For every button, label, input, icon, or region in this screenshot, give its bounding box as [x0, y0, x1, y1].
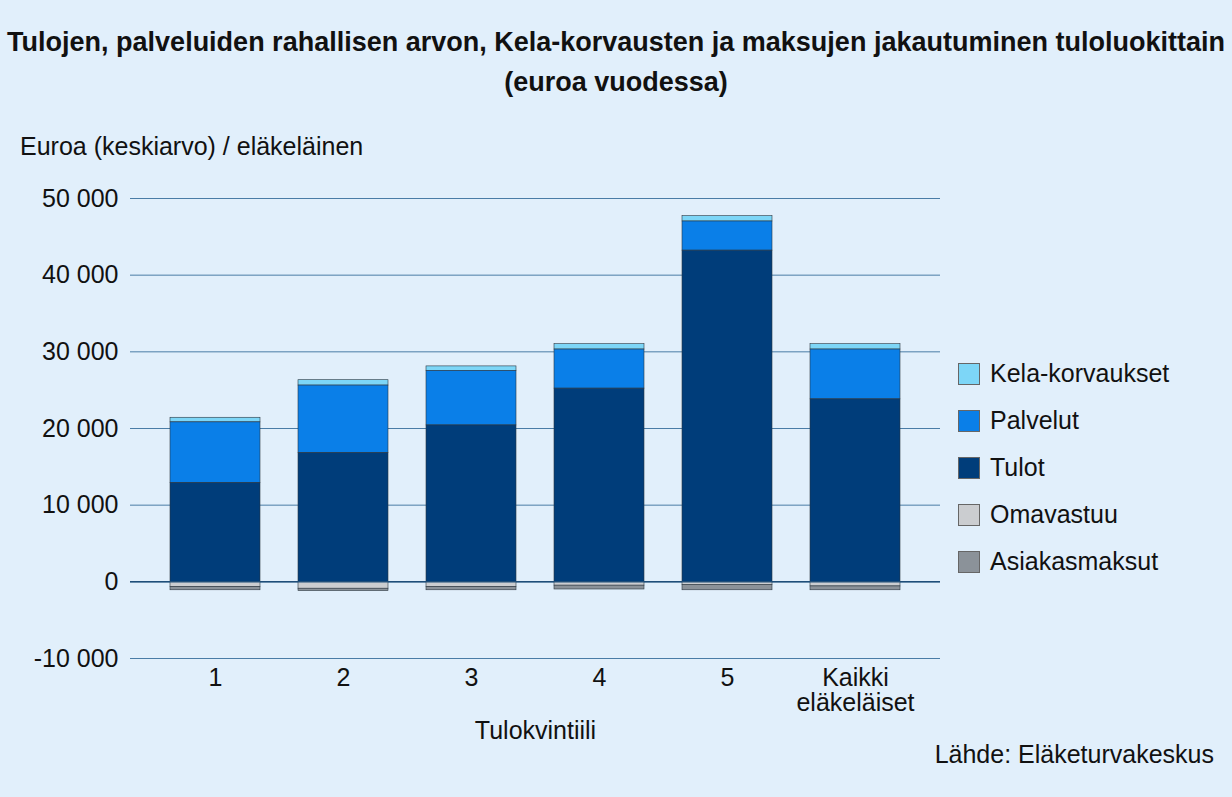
svg-text:Kaikkieläkeläiset: Kaikkieläkeläiset: [796, 663, 914, 716]
html-text:Palvelut: Palvelut: [990, 406, 1079, 434]
svg-text:3: 3: [465, 663, 479, 691]
svg-text:20 000: 20 000: [42, 414, 118, 442]
html-text:Asiakasmaksut: Asiakasmaksut: [990, 547, 1159, 575]
html-text:Tulojen, palveluiden rahallise: Tulojen, palveluiden rahallisen arvon, K…: [7, 27, 1225, 97]
html-text:Tulot: Tulot: [990, 453, 1045, 481]
svg-text:4: 4: [593, 663, 607, 691]
svg-text:-10 000: -10 000: [34, 644, 119, 672]
html-text:Euroa (keskiarvo) / eläkeläine: Euroa (keskiarvo) / eläkeläinen: [20, 132, 364, 160]
svg-text:2: 2: [337, 663, 351, 691]
html-text:Lähde: Eläketurvakeskus: Lähde: Eläketurvakeskus: [934, 740, 1214, 768]
svg-text:0: 0: [105, 567, 119, 595]
svg-text:5: 5: [721, 663, 735, 691]
svg-text:30 000: 30 000: [42, 337, 118, 365]
svg-text:1: 1: [209, 663, 223, 691]
html-text:Kela-korvaukset: Kela-korvaukset: [990, 359, 1170, 387]
svg-text:Tulokvintiili: Tulokvintiili: [475, 716, 596, 744]
svg-text:10 000: 10 000: [42, 490, 118, 518]
html-text:Omavastuu: Omavastuu: [990, 500, 1118, 528]
svg-text:50 000: 50 000: [42, 184, 118, 212]
svg-text:40 000: 40 000: [42, 260, 118, 288]
